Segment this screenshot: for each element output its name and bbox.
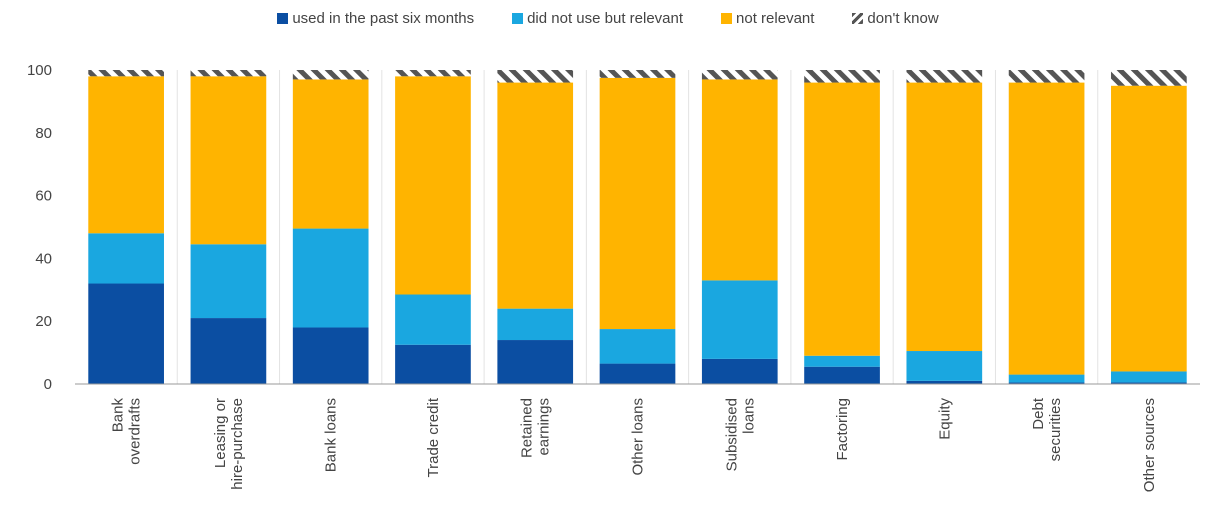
y-tick-label: 100	[27, 62, 52, 79]
bar-segment-used-in-the-past-six-months	[701, 358, 778, 384]
bar-segment-used-in-the-past-six-months	[190, 318, 267, 384]
bar-segment-don-t-know	[804, 70, 880, 83]
x-category-label-line: Other sources	[1141, 398, 1158, 492]
bar-segment-did-not-use-but-relevant	[497, 308, 574, 341]
x-category-label-line: loans	[740, 398, 757, 434]
legend-item-relevant: did not use but relevant	[512, 10, 683, 27]
x-category-label-line: Retained	[519, 398, 536, 458]
bar-segment-did-not-use-but-relevant	[1008, 374, 1085, 383]
bar-segment-not-relevant	[88, 76, 164, 234]
x-category-label: Trade credit	[425, 397, 442, 477]
bar-segment-not-relevant	[701, 79, 778, 281]
y-tick-label: 20	[35, 313, 52, 330]
bar-segment-don-t-know	[190, 70, 267, 77]
x-category-label: Retainedearnings	[519, 398, 553, 458]
x-category-label-line: Subsidised	[723, 398, 740, 471]
x-category-label: Debtsecurities	[1030, 397, 1064, 461]
x-category-label: Factoring	[834, 398, 851, 461]
bar-segment-don-t-know	[497, 70, 574, 83]
x-category-label: Equity	[936, 398, 953, 440]
bar-segment-not-relevant	[906, 82, 983, 352]
bar-segment-used-in-the-past-six-months	[906, 380, 983, 384]
x-category-label: Leasing orhire-purchase	[212, 398, 246, 490]
bar-segment-don-t-know	[701, 70, 778, 80]
bar-segment-don-t-know	[395, 70, 471, 77]
bar-segment-used-in-the-past-six-months	[599, 363, 676, 384]
legend-swatch-dont-know	[852, 13, 864, 24]
legend-item-used: used in the past six months	[277, 10, 474, 27]
x-category-label-line: Bank loans	[323, 398, 340, 472]
y-tick-label: 40	[35, 250, 52, 267]
x-category-label: Bank loans	[323, 398, 340, 472]
legend-label-not-relevant: not relevant	[736, 10, 815, 27]
bar-segment-used-in-the-past-six-months	[395, 344, 471, 384]
x-category-label-line: Leasing or	[212, 398, 229, 468]
bar-segment-did-not-use-but-relevant	[88, 233, 164, 284]
bar-segment-did-not-use-but-relevant	[1111, 371, 1187, 383]
bar-segment-not-relevant	[292, 79, 369, 229]
bar-segment-not-relevant	[1111, 85, 1187, 372]
x-category-label-line: overdrafts	[127, 398, 144, 465]
legend-item-not-relevant: not relevant	[721, 10, 814, 27]
bar-segment-don-t-know	[1008, 70, 1085, 83]
x-category-label: Other sources	[1141, 398, 1158, 492]
bar-segment-used-in-the-past-six-months	[804, 366, 880, 384]
y-tick-label: 0	[44, 376, 52, 393]
bar-segment-used-in-the-past-six-months	[497, 340, 574, 384]
x-category-label-line: earnings	[536, 398, 553, 456]
bar-segment-not-relevant	[804, 82, 880, 356]
x-category-label-line: hire-purchase	[229, 398, 246, 490]
legend-swatch-not-relevant	[721, 13, 733, 24]
legend-label-relevant: did not use but relevant	[527, 10, 684, 27]
bar-segment-did-not-use-but-relevant	[190, 244, 267, 319]
bar-segment-not-relevant	[1008, 82, 1085, 375]
bar-segment-not-relevant	[190, 76, 267, 245]
bar-segment-don-t-know	[599, 70, 676, 78]
bar-segment-did-not-use-but-relevant	[292, 228, 369, 328]
bar-segment-used-in-the-past-six-months	[88, 283, 164, 384]
x-category-label-line: securities	[1047, 398, 1064, 461]
bar-segment-used-in-the-past-six-months	[1111, 382, 1187, 384]
bar-segment-did-not-use-but-relevant	[599, 329, 676, 364]
legend-label-used: used in the past six months	[292, 10, 475, 27]
legend-swatch-used	[277, 13, 289, 24]
bar-segment-did-not-use-but-relevant	[701, 280, 778, 359]
x-category-label-line: Equity	[936, 398, 953, 440]
y-tick-label: 60	[35, 188, 52, 205]
legend-swatch-relevant	[512, 13, 524, 24]
plot-area: 0 20 40 60 80 100 Bankoverdrafts Leasing orhire…	[27, 62, 1200, 492]
legend-label-dont-know: don't know	[867, 10, 939, 27]
y-tick-label: 80	[35, 125, 52, 142]
x-category-label-line: Trade credit	[425, 397, 442, 477]
bar-segment-not-relevant	[497, 82, 574, 309]
x-category-label-line: Debt	[1030, 397, 1047, 430]
bar-segment-used-in-the-past-six-months	[292, 327, 369, 384]
bar-segment-did-not-use-but-relevant	[804, 355, 880, 367]
bar-segment-don-t-know	[906, 70, 983, 83]
bar-segment-don-t-know	[88, 70, 164, 77]
x-category-label: Other loans	[630, 398, 647, 476]
bar-segment-don-t-know	[1111, 70, 1187, 86]
x-category-label: Subsidisedloans	[723, 398, 757, 471]
bar-segment-did-not-use-but-relevant	[395, 294, 471, 345]
bar-segment-did-not-use-but-relevant	[906, 351, 983, 381]
legend: used in the past six months did not use …	[0, 10, 1216, 27]
x-category-label-line: Other loans	[630, 398, 647, 476]
bar-segment-don-t-know	[292, 70, 369, 80]
bar-segment-used-in-the-past-six-months	[1008, 382, 1085, 384]
legend-item-dont-know: don't know	[852, 10, 939, 27]
bar-segment-not-relevant	[599, 77, 676, 330]
x-category-label-line: Factoring	[834, 398, 851, 461]
bar-segment-not-relevant	[395, 76, 471, 295]
x-category-label-line: Bank	[110, 398, 127, 433]
x-category-label: Bankoverdrafts	[110, 398, 144, 465]
